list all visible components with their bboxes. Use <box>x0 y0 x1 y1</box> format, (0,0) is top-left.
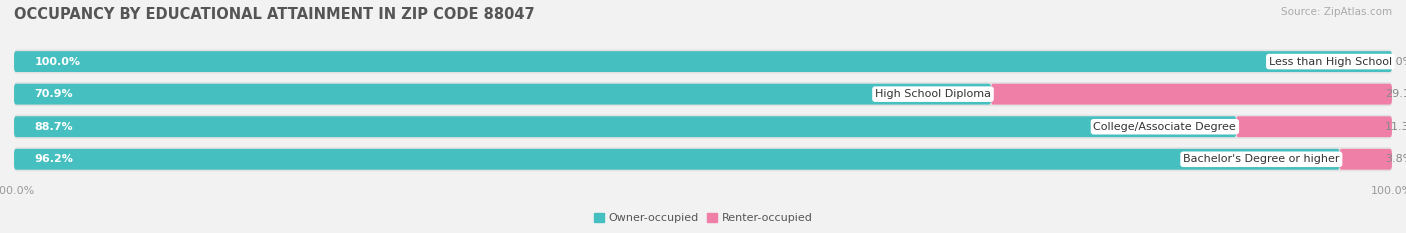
FancyBboxPatch shape <box>1340 149 1392 170</box>
Text: 70.9%: 70.9% <box>35 89 73 99</box>
Legend: Owner-occupied, Renter-occupied: Owner-occupied, Renter-occupied <box>589 208 817 228</box>
FancyBboxPatch shape <box>14 84 991 105</box>
Text: 96.2%: 96.2% <box>35 154 73 164</box>
FancyBboxPatch shape <box>14 147 1392 171</box>
Text: OCCUPANCY BY EDUCATIONAL ATTAINMENT IN ZIP CODE 88047: OCCUPANCY BY EDUCATIONAL ATTAINMENT IN Z… <box>14 7 534 22</box>
Text: Bachelor's Degree or higher: Bachelor's Degree or higher <box>1182 154 1340 164</box>
Text: 29.1%: 29.1% <box>1385 89 1406 99</box>
FancyBboxPatch shape <box>991 84 1392 105</box>
Text: 11.3%: 11.3% <box>1385 122 1406 132</box>
FancyBboxPatch shape <box>14 149 1340 170</box>
FancyBboxPatch shape <box>1236 116 1392 137</box>
Text: 88.7%: 88.7% <box>35 122 73 132</box>
Text: 0.0%: 0.0% <box>1385 57 1406 67</box>
FancyBboxPatch shape <box>14 51 1392 72</box>
Text: Less than High School: Less than High School <box>1268 57 1392 67</box>
Text: Source: ZipAtlas.com: Source: ZipAtlas.com <box>1281 7 1392 17</box>
FancyBboxPatch shape <box>14 116 1236 137</box>
FancyBboxPatch shape <box>14 115 1392 139</box>
FancyBboxPatch shape <box>14 82 1392 106</box>
Text: High School Diploma: High School Diploma <box>875 89 991 99</box>
Text: College/Associate Degree: College/Associate Degree <box>1094 122 1236 132</box>
FancyBboxPatch shape <box>14 50 1392 74</box>
Text: 100.0%: 100.0% <box>35 57 80 67</box>
Text: 3.8%: 3.8% <box>1385 154 1406 164</box>
